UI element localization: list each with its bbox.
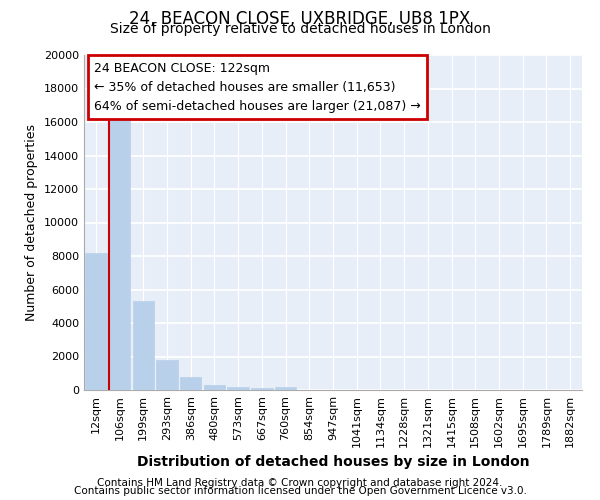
Bar (157, 360, 178, 390)
Bar (204, 385, 225, 390)
Text: 24 BEACON CLOSE: 122sqm
← 35% of detached houses are smaller (11,653)
64% of sem: 24 BEACON CLOSE: 122sqm ← 35% of detache… (94, 62, 421, 112)
Bar (109, 112, 130, 390)
Bar (251, 388, 272, 390)
Text: Contains public sector information licensed under the Open Government Licence v3: Contains public sector information licen… (74, 486, 526, 496)
X-axis label: Distribution of detached houses by size in London: Distribution of detached houses by size … (137, 456, 529, 469)
Bar (180, 378, 202, 390)
Text: Size of property relative to detached houses in London: Size of property relative to detached ho… (110, 22, 490, 36)
Bar (275, 388, 296, 390)
Text: Contains HM Land Registry data © Crown copyright and database right 2024.: Contains HM Land Registry data © Crown c… (97, 478, 503, 488)
Y-axis label: Number of detached properties: Number of detached properties (25, 124, 38, 321)
Bar (85, 252, 107, 390)
Bar (227, 386, 249, 390)
Bar (133, 301, 154, 390)
Text: 24, BEACON CLOSE, UXBRIDGE, UB8 1PX: 24, BEACON CLOSE, UXBRIDGE, UB8 1PX (130, 10, 470, 28)
